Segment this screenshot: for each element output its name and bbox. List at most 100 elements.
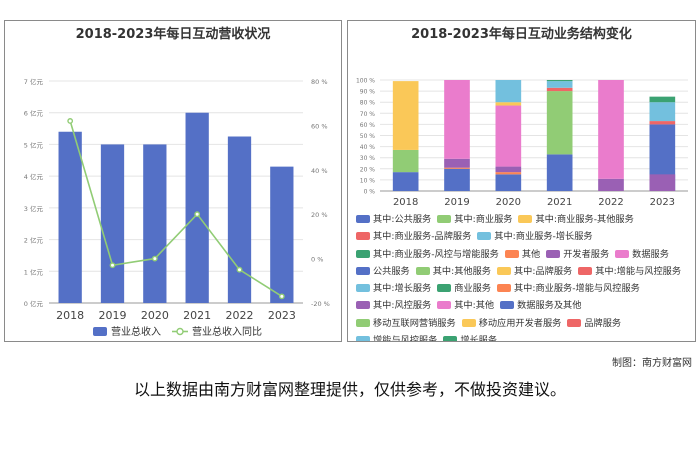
legend-item: 其中:风控服务 [356, 297, 431, 314]
stack-segment [546, 91, 573, 155]
stack-segment [444, 168, 470, 191]
yoy-point [151, 255, 158, 262]
y-left-tick-label: 3 亿元 [24, 204, 44, 213]
y-left-tick-label: 1 亿元 [24, 267, 44, 276]
legend-item: 其中:品牌服务 [496, 263, 572, 280]
legend-swatch [567, 318, 582, 327]
y-tick-label: 0 % [364, 189, 376, 196]
legend-swatch [356, 249, 370, 258]
x-tick-label: 2023 [650, 197, 675, 208]
structure-chart-panel: 2018-2023年每日互动业务结构变化 0 % 10 % 20 % 30 % 40 %… [347, 20, 696, 342]
yoy-point [236, 266, 243, 273]
yoy-point [278, 293, 285, 300]
legend-swatch [356, 336, 370, 341]
legend-swatch [578, 266, 593, 275]
stack-segment [546, 154, 573, 191]
legend-swatch [356, 301, 370, 310]
legend-label: 增长服务 [460, 335, 498, 342]
stack-segment [649, 96, 676, 103]
y-left-tick-label: 7 亿元 [24, 77, 44, 86]
legend-label: 移动应用开发者服务 [478, 317, 562, 329]
legend-swatch [356, 266, 370, 275]
legend-item: 其他 [504, 246, 541, 263]
stack-segment [392, 81, 419, 150]
structure-legend: 其中:公共服务 其中:商业服务 其中:商业服务-其他服务其中:商业服务-品牌服务 其中… [356, 211, 692, 342]
legend-item: 增能与风控服务 [356, 332, 437, 341]
stack-segment [495, 174, 522, 191]
x-tick-label: 2020 [496, 197, 521, 208]
y-tick-label: 80 % [360, 100, 376, 107]
stack-segment [444, 80, 470, 159]
y-right-tick-label: 60 % [311, 122, 328, 130]
revenue-bar [270, 166, 294, 303]
legend-label: 其中:公共服务 [373, 214, 432, 225]
stack-segment [546, 81, 573, 88]
legend-item: 其中:其他服务 [415, 263, 491, 280]
legend-item: 其中:商业服务-风控与增能服务 [356, 246, 499, 263]
y-tick-label: 100 % [356, 78, 375, 85]
legend-swatch [356, 318, 370, 327]
legend-swatch [356, 284, 370, 293]
legend-swatch [461, 318, 476, 327]
stack-segment [444, 158, 470, 168]
legend-swatch [500, 301, 515, 310]
x-tick-label: 2019 [99, 309, 127, 322]
revenue-chart-panel: 2018-2023年每日互动营收状况 0 亿元 1 亿元 2 亿元 3 亿元 4 亿元 5… [4, 20, 342, 342]
y-tick-label: 30 % [360, 155, 376, 162]
legend-label: 其他 [521, 248, 541, 260]
x-tick-label: 2018 [393, 197, 418, 208]
legend-item: 其中:商业服务-其他服务 [518, 211, 634, 228]
yoy-line [69, 120, 283, 298]
y-tick-label: 50 % [360, 133, 376, 140]
legend-swatch [615, 249, 630, 258]
y-tick-label: 60 % [360, 122, 376, 129]
legend-label: 数据服务及其他 [517, 300, 582, 312]
y-left-tick-label: 0 亿元 [24, 299, 44, 308]
legend-label: 移动互联网营销服务 [373, 317, 456, 329]
legend-swatch [546, 249, 561, 258]
legend-item: 增长服务 [443, 332, 498, 342]
legend-label: 其中:其他服务 [432, 265, 491, 277]
legend-swatch [496, 284, 511, 293]
credit-label: 制图：南方财富网 [612, 358, 692, 369]
legend-swatch [504, 249, 519, 258]
legend-label: 公共服务 [373, 265, 410, 277]
legend-item: 其中:其他 [437, 297, 494, 314]
legend-item: 其中:增能与风控服务 [578, 263, 681, 280]
x-tick-label: 2022 [226, 309, 254, 322]
legend-item: 其中:增长服务 [356, 280, 431, 297]
disclaimer-text: 以上数据由南方财富网整理提供，仅供参考，不做投资建议。 [133, 380, 566, 399]
stack-segment [649, 102, 676, 122]
legend-swatch [356, 215, 370, 223]
y-left-tick-label: 2 亿元 [24, 236, 44, 245]
revenue-bar [227, 136, 252, 303]
legend-item: 数据服务 [615, 246, 669, 263]
stack-segment [392, 172, 419, 191]
yoy-point [194, 211, 201, 218]
stack-segment [546, 80, 573, 82]
x-tick-label: 2019 [444, 197, 469, 208]
revenue-bar [58, 131, 82, 303]
yoy-point [109, 262, 116, 269]
legend-item: 数据服务及其他 [500, 297, 581, 314]
stack-segment [598, 178, 624, 191]
stack-segment [495, 80, 522, 103]
legend-label: 其中:商业服务-品牌服务 [373, 231, 472, 243]
y-tick-label: 20 % [360, 166, 376, 173]
legend-swatch [437, 284, 452, 293]
legend-label: 其中:其他 [454, 300, 495, 312]
stack-segment [495, 166, 522, 173]
x-tick-label: 2020 [141, 309, 169, 322]
structure-chart: 0 % 10 % 20 % 30 % 40 % 50 % 60 % 70 % 80 % 90 % 1… [356, 78, 688, 208]
y-right-tick-label: 20 % [311, 211, 328, 219]
legend-label: 品牌服务 [584, 317, 622, 329]
y-right-tick-label: 80 % [311, 78, 328, 86]
legend-item: 开发者服务 [546, 246, 609, 263]
y-left-tick-label: 5 亿元 [24, 140, 44, 149]
legend-label: 其中:商业服务-增能与风控服务 [513, 283, 640, 295]
x-tick-label: 2023 [268, 309, 296, 322]
x-tick-label: 2021 [547, 197, 572, 208]
legend-item: 其中:公共服务 [356, 211, 431, 228]
legend-swatch [437, 301, 452, 310]
legend-label: 其中:商业服务-其他服务 [535, 214, 634, 225]
